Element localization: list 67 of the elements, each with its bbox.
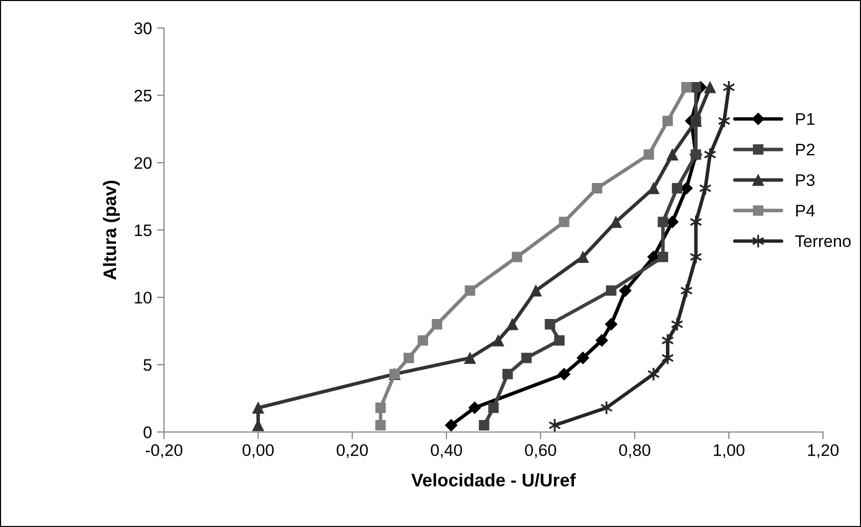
point <box>252 402 264 414</box>
point <box>502 368 513 380</box>
point <box>468 402 481 414</box>
point <box>670 317 684 332</box>
y-tick-label: 5 <box>144 359 152 371</box>
point <box>554 335 565 346</box>
y-axis-title: Altura (pav) <box>102 180 120 280</box>
point <box>464 285 476 296</box>
x-tick-label: 1,00 <box>714 444 744 458</box>
point <box>604 318 618 331</box>
point <box>662 116 673 126</box>
point <box>606 285 616 296</box>
point <box>558 368 570 380</box>
x-tick-label: 0,40 <box>430 444 462 458</box>
y-tick-label: 20 <box>134 157 152 169</box>
point <box>681 82 692 92</box>
x-tick-label: 1,20 <box>808 444 839 458</box>
point <box>644 149 654 160</box>
x-axis-title: Velocidade - U/Uref <box>411 473 576 487</box>
x-tick-label: 0,80 <box>619 444 650 458</box>
point <box>375 402 386 413</box>
point <box>666 148 678 160</box>
point <box>619 284 632 297</box>
point <box>596 334 608 347</box>
legend-label: P1 <box>796 113 814 125</box>
legend-label: Terreno <box>795 235 851 248</box>
point <box>418 335 428 346</box>
point <box>704 147 716 162</box>
x-tick-label: -0,20 <box>146 444 182 458</box>
x-tick-label: 0,00 <box>242 444 274 458</box>
point <box>521 352 532 364</box>
legend-label: P2 <box>796 144 814 156</box>
legend-label: P3 <box>796 174 814 186</box>
point <box>592 183 602 194</box>
point <box>530 284 542 297</box>
point <box>544 319 556 330</box>
point <box>690 82 702 92</box>
point <box>506 318 518 330</box>
y-tick-label: 15 <box>134 224 152 236</box>
point <box>680 283 693 298</box>
point <box>478 420 490 430</box>
x-tick-label: 0,60 <box>525 444 556 458</box>
point <box>704 81 716 94</box>
point <box>672 183 682 194</box>
x-tick-label: 0,20 <box>336 444 368 458</box>
point <box>444 419 458 432</box>
point <box>647 366 660 382</box>
point <box>512 252 522 262</box>
point <box>432 319 442 330</box>
point <box>718 114 730 128</box>
point <box>488 402 499 413</box>
point <box>658 216 668 228</box>
legend-label: P4 <box>796 204 815 216</box>
point <box>658 252 668 262</box>
point <box>375 420 386 430</box>
point <box>722 80 736 94</box>
point <box>404 352 414 364</box>
y-tick-label: 25 <box>134 90 152 102</box>
point <box>576 352 590 364</box>
point <box>492 334 504 346</box>
point <box>558 216 570 228</box>
point <box>648 182 660 194</box>
y-tick-label: 10 <box>134 292 152 304</box>
y-tick-label: 30 <box>134 22 152 34</box>
point <box>577 251 589 263</box>
point <box>464 352 476 364</box>
y-tick-label: 0 <box>144 426 152 438</box>
